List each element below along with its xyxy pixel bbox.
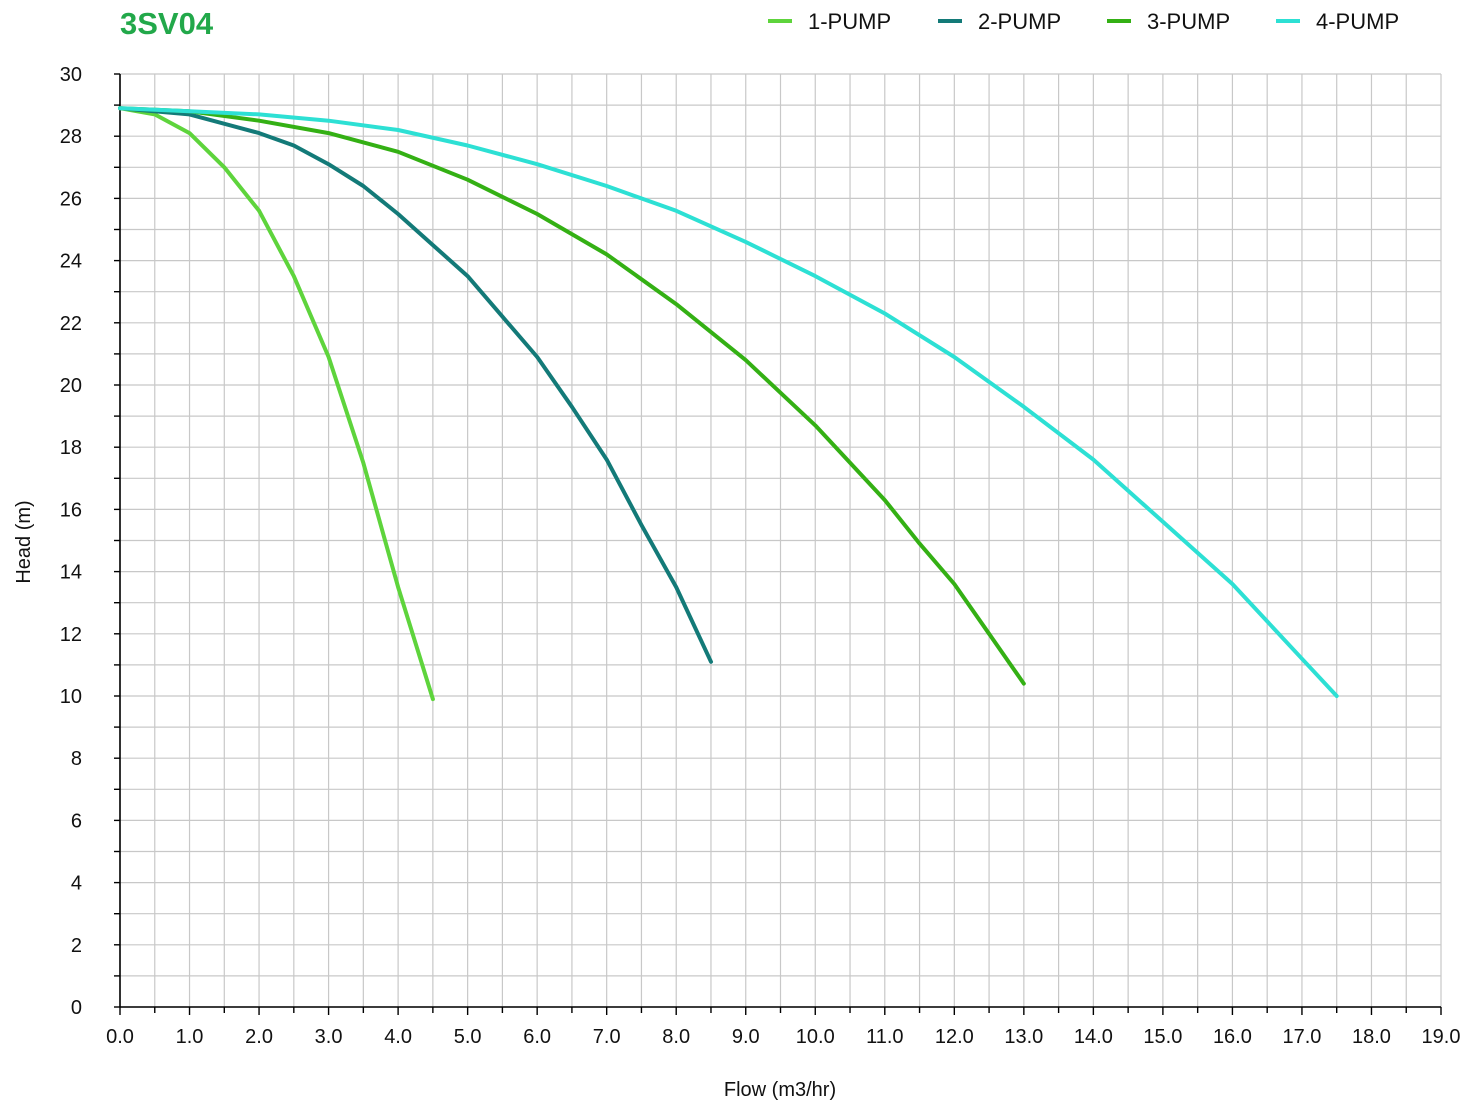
legend-label: 2-PUMP	[978, 9, 1061, 34]
x-tick-label: 5.0	[454, 1026, 482, 1048]
x-tick-label: 3.0	[315, 1026, 343, 1048]
legend-label: 1-PUMP	[808, 9, 891, 34]
axes: 0.0 1.0 2.0 3.0 4.0 5.0 6.0 7.0 8.0 9.0 10.0 11.0 12…	[60, 64, 1461, 1048]
x-tick-label: 17.0	[1282, 1026, 1321, 1048]
y-tick-label: 22	[60, 313, 82, 335]
legend-label: 4-PUMP	[1316, 9, 1399, 34]
grid	[119, 73, 1442, 1008]
chart-title: 3SV04	[120, 6, 214, 41]
x-tick-label: 11.0	[866, 1026, 903, 1048]
x-tick-label: 0.0	[106, 1026, 134, 1048]
y-tick-label: 14	[60, 562, 82, 584]
x-tick-label: 9.0	[732, 1026, 760, 1048]
x-tick-label: 15.0	[1143, 1026, 1182, 1048]
y-tick-label: 2	[71, 935, 82, 957]
legend: 1-PUMP 2-PUMP 3-PUMP 4-PUMP	[768, 9, 1399, 34]
x-tick-label: 14.0	[1074, 1026, 1113, 1048]
y-tick-label: 28	[60, 126, 82, 148]
y-tick-label: 26	[60, 188, 82, 210]
x-tick-label: 18.0	[1352, 1026, 1391, 1048]
x-tick-label: 6.0	[523, 1026, 551, 1048]
y-tick-label: 12	[60, 624, 82, 646]
x-tick-label: 10.0	[796, 1026, 835, 1048]
y-tick-label: 8	[71, 748, 82, 770]
x-tick-label: 12.0	[935, 1026, 974, 1048]
series-line-1-pump	[118, 106, 435, 702]
series-line-3-pump	[118, 106, 1026, 686]
series-lines	[118, 106, 1339, 702]
y-tick-label: 0	[71, 997, 82, 1019]
x-tick-label: 8.0	[662, 1026, 690, 1048]
x-tick-label: 1.0	[176, 1026, 204, 1048]
y-tick-label: 10	[60, 686, 82, 708]
x-tick-label: 4.0	[384, 1026, 412, 1048]
y-tick-label: 16	[60, 499, 82, 521]
x-tick-label: 13.0	[1004, 1026, 1043, 1048]
y-axis-label: Head (m)	[13, 500, 35, 583]
x-axis-label: Flow (m3/hr)	[724, 1079, 836, 1101]
y-tick-label: 24	[60, 251, 82, 273]
series-line-2-pump	[118, 106, 713, 664]
y-tick-label: 6	[71, 810, 82, 832]
y-tick-label: 18	[60, 437, 82, 459]
x-tick-label: 16.0	[1213, 1026, 1252, 1048]
legend-label: 3-PUMP	[1147, 9, 1230, 34]
y-tick-label: 30	[60, 64, 82, 86]
y-tick-label: 20	[60, 375, 82, 397]
x-tick-label: 19.0	[1422, 1026, 1461, 1048]
series-line-4-pump	[118, 106, 1339, 698]
y-tick-label: 4	[71, 873, 82, 895]
x-tick-label: 2.0	[245, 1026, 273, 1048]
x-tick-label: 7.0	[593, 1026, 621, 1048]
